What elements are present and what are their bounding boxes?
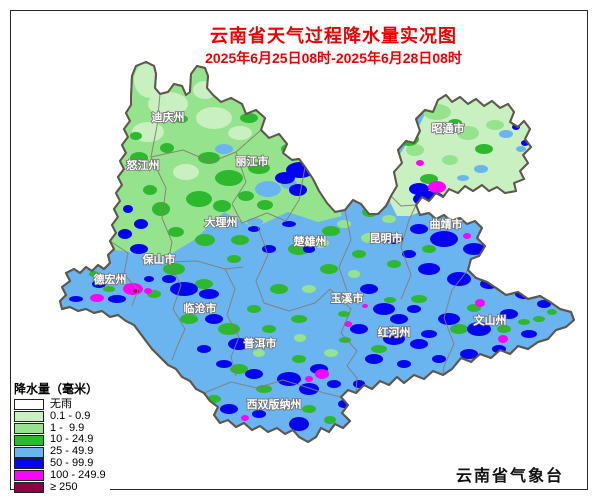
legend-swatch-250plus bbox=[14, 481, 44, 493]
region-label-qujing: 曲靖市 bbox=[430, 217, 463, 231]
legend-row: 10 - 24.9 bbox=[14, 434, 106, 446]
legend-swatch-50-99.9 bbox=[14, 458, 44, 470]
legend-label: 25 - 49.9 bbox=[50, 445, 94, 458]
legend-row: 25 - 49.9 bbox=[14, 445, 106, 458]
legend-row: 0.1 - 0.9 bbox=[14, 409, 106, 423]
legend-label: 100 - 249.9 bbox=[50, 468, 106, 481]
region-label-honghe: 红河州 bbox=[378, 325, 411, 339]
region-label-baoshan: 保山市 bbox=[142, 252, 176, 266]
legend-label: 10 - 24.9 bbox=[50, 433, 94, 446]
precipitation-legend: 降水量（毫米） 无雨 0.1 - 0.9 1 - 9.9 10 - 24.9 2… bbox=[14, 379, 110, 496]
legend-row: 100 - 249.9 bbox=[14, 468, 106, 482]
legend-swatch-1-9.9 bbox=[14, 422, 44, 434]
legend-label: ≥ 250 bbox=[50, 480, 78, 493]
region-label-yuxi: 玉溪市 bbox=[331, 291, 364, 305]
legend-swatch-0.1-0.9 bbox=[14, 411, 44, 423]
legend-swatch-10-24.9 bbox=[14, 434, 44, 446]
legend-label: 0.1 - 0.9 bbox=[50, 409, 91, 422]
prefecture-boundaries bbox=[109, 93, 469, 398]
legend-label: 1 - 9.9 bbox=[50, 421, 85, 434]
map-title: 云南省天气过程降水量实况图 bbox=[210, 26, 457, 46]
legend-row: 50 - 99.9 bbox=[14, 456, 106, 470]
region-label-puer: 普洱市 bbox=[244, 336, 277, 350]
source-attribution: 云南省气象台 bbox=[455, 468, 564, 485]
province-outline-top bbox=[59, 61, 575, 443]
region-label-dehong: 德宏州 bbox=[93, 272, 127, 286]
region-label-lincang: 临沧市 bbox=[184, 301, 217, 315]
legend-row: ≥ 250 bbox=[14, 480, 106, 494]
region-label-dali: 大理州 bbox=[205, 215, 238, 229]
legend-label: 50 - 99.9 bbox=[50, 456, 94, 469]
legend-swatch-norain bbox=[14, 399, 44, 411]
region-label-nujiang: 怒江州 bbox=[127, 158, 160, 172]
region-label-zhaotong: 昭通市 bbox=[432, 121, 465, 135]
map-subtitle: 2025年6月25日08时-2025年6月28日08时 bbox=[205, 50, 462, 66]
region-label-kunming: 昆明市 bbox=[370, 231, 403, 245]
legend-row: 1 - 9.9 bbox=[14, 421, 106, 435]
region-label-diqing: 迪庆州 bbox=[152, 110, 185, 124]
region-label-wenshan: 文山州 bbox=[474, 313, 507, 327]
legend-label: 无雨 bbox=[50, 398, 72, 410]
legend-title: 降水量（毫米） bbox=[14, 382, 99, 396]
legend-swatch-100-249.9 bbox=[14, 470, 44, 482]
region-label-xishuangbanna: 西双版纳州 bbox=[247, 397, 302, 411]
legend-swatch-25-49.9 bbox=[14, 446, 44, 458]
region-label-lijiang: 丽江市 bbox=[236, 154, 269, 168]
region-label-chuxiong: 楚雄州 bbox=[294, 234, 327, 248]
region-labels: 迪庆州 怒江州 丽江市 昭通市 大理州 楚雄州 昆明市 曲靖市 保山市 德宏州 … bbox=[92, 109, 508, 412]
legend-row: 无雨 bbox=[14, 398, 106, 411]
